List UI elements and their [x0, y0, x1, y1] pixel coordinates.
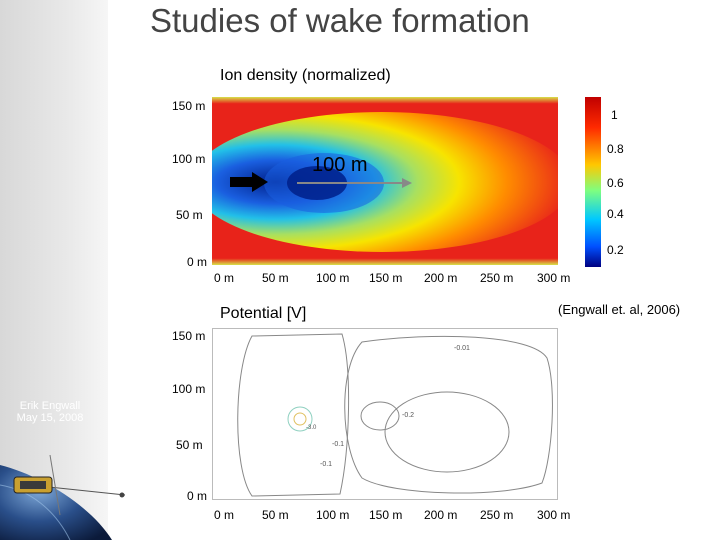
density-plot-title: Ion density (normalized) [220, 67, 391, 84]
author-date: May 15, 2008 [16, 412, 84, 424]
earth-satellite-image [0, 455, 126, 540]
colorbar-tick: 1 [611, 108, 618, 122]
citation: (Engwall et. al, 2006) [558, 302, 681, 317]
density-x-tick: 150 m [369, 271, 403, 285]
density-x-tick: 300 m [537, 271, 571, 285]
density-heatmap [212, 97, 558, 265]
density-y-tick: 100 m [172, 152, 206, 166]
potential-x-tick: 300 m [537, 508, 571, 522]
density-colorbar [585, 97, 601, 267]
colorbar-tick: 0.8 [607, 142, 624, 156]
density-y-tick: 150 m [172, 99, 206, 113]
density-y-tick: 0 m [187, 255, 208, 269]
density-x-tick: 50 m [262, 271, 289, 285]
contour-label: -3.0 [306, 425, 317, 431]
potential-y-tick: 0 m [187, 489, 208, 503]
author-name: Erik Engwall [19, 400, 81, 412]
potential-y-tick: 150 m [172, 329, 206, 343]
potential-x-tick: 200 m [424, 508, 458, 522]
density-x-tick: 0 m [214, 271, 235, 285]
potential-x-tick: 250 m [480, 508, 514, 522]
sidebar-panel [0, 0, 108, 540]
colorbar-tick: 0.2 [607, 243, 624, 257]
author-block: Erik Engwall May 15, 2008 [0, 400, 100, 424]
density-annotation: 100 m [312, 154, 368, 176]
density-x-tick: 200 m [424, 271, 458, 285]
contour-label: -0.1 [320, 461, 332, 468]
potential-x-tick: 50 m [262, 508, 289, 522]
potential-plot-title: Potential [V] [220, 305, 307, 322]
potential-contour-plot: -0.01 -0.2 -0.1 -0.1 -3.0 [212, 328, 558, 500]
contour-label: -0.01 [454, 345, 470, 352]
potential-x-tick: 100 m [316, 508, 350, 522]
density-x-tick: 100 m [316, 271, 350, 285]
contour-label: -0.1 [332, 441, 344, 448]
density-y-tick: 50 m [176, 208, 203, 222]
density-x-tick: 250 m [480, 271, 514, 285]
colorbar-tick: 0.6 [607, 176, 624, 190]
potential-y-tick: 50 m [176, 438, 203, 452]
potential-x-tick: 0 m [214, 508, 235, 522]
potential-x-tick: 150 m [369, 508, 403, 522]
slide-title: Studies of wake formation [150, 2, 530, 39]
potential-y-tick: 100 m [172, 382, 206, 396]
contour-label: -0.2 [402, 412, 414, 419]
colorbar-tick: 0.4 [607, 207, 624, 221]
